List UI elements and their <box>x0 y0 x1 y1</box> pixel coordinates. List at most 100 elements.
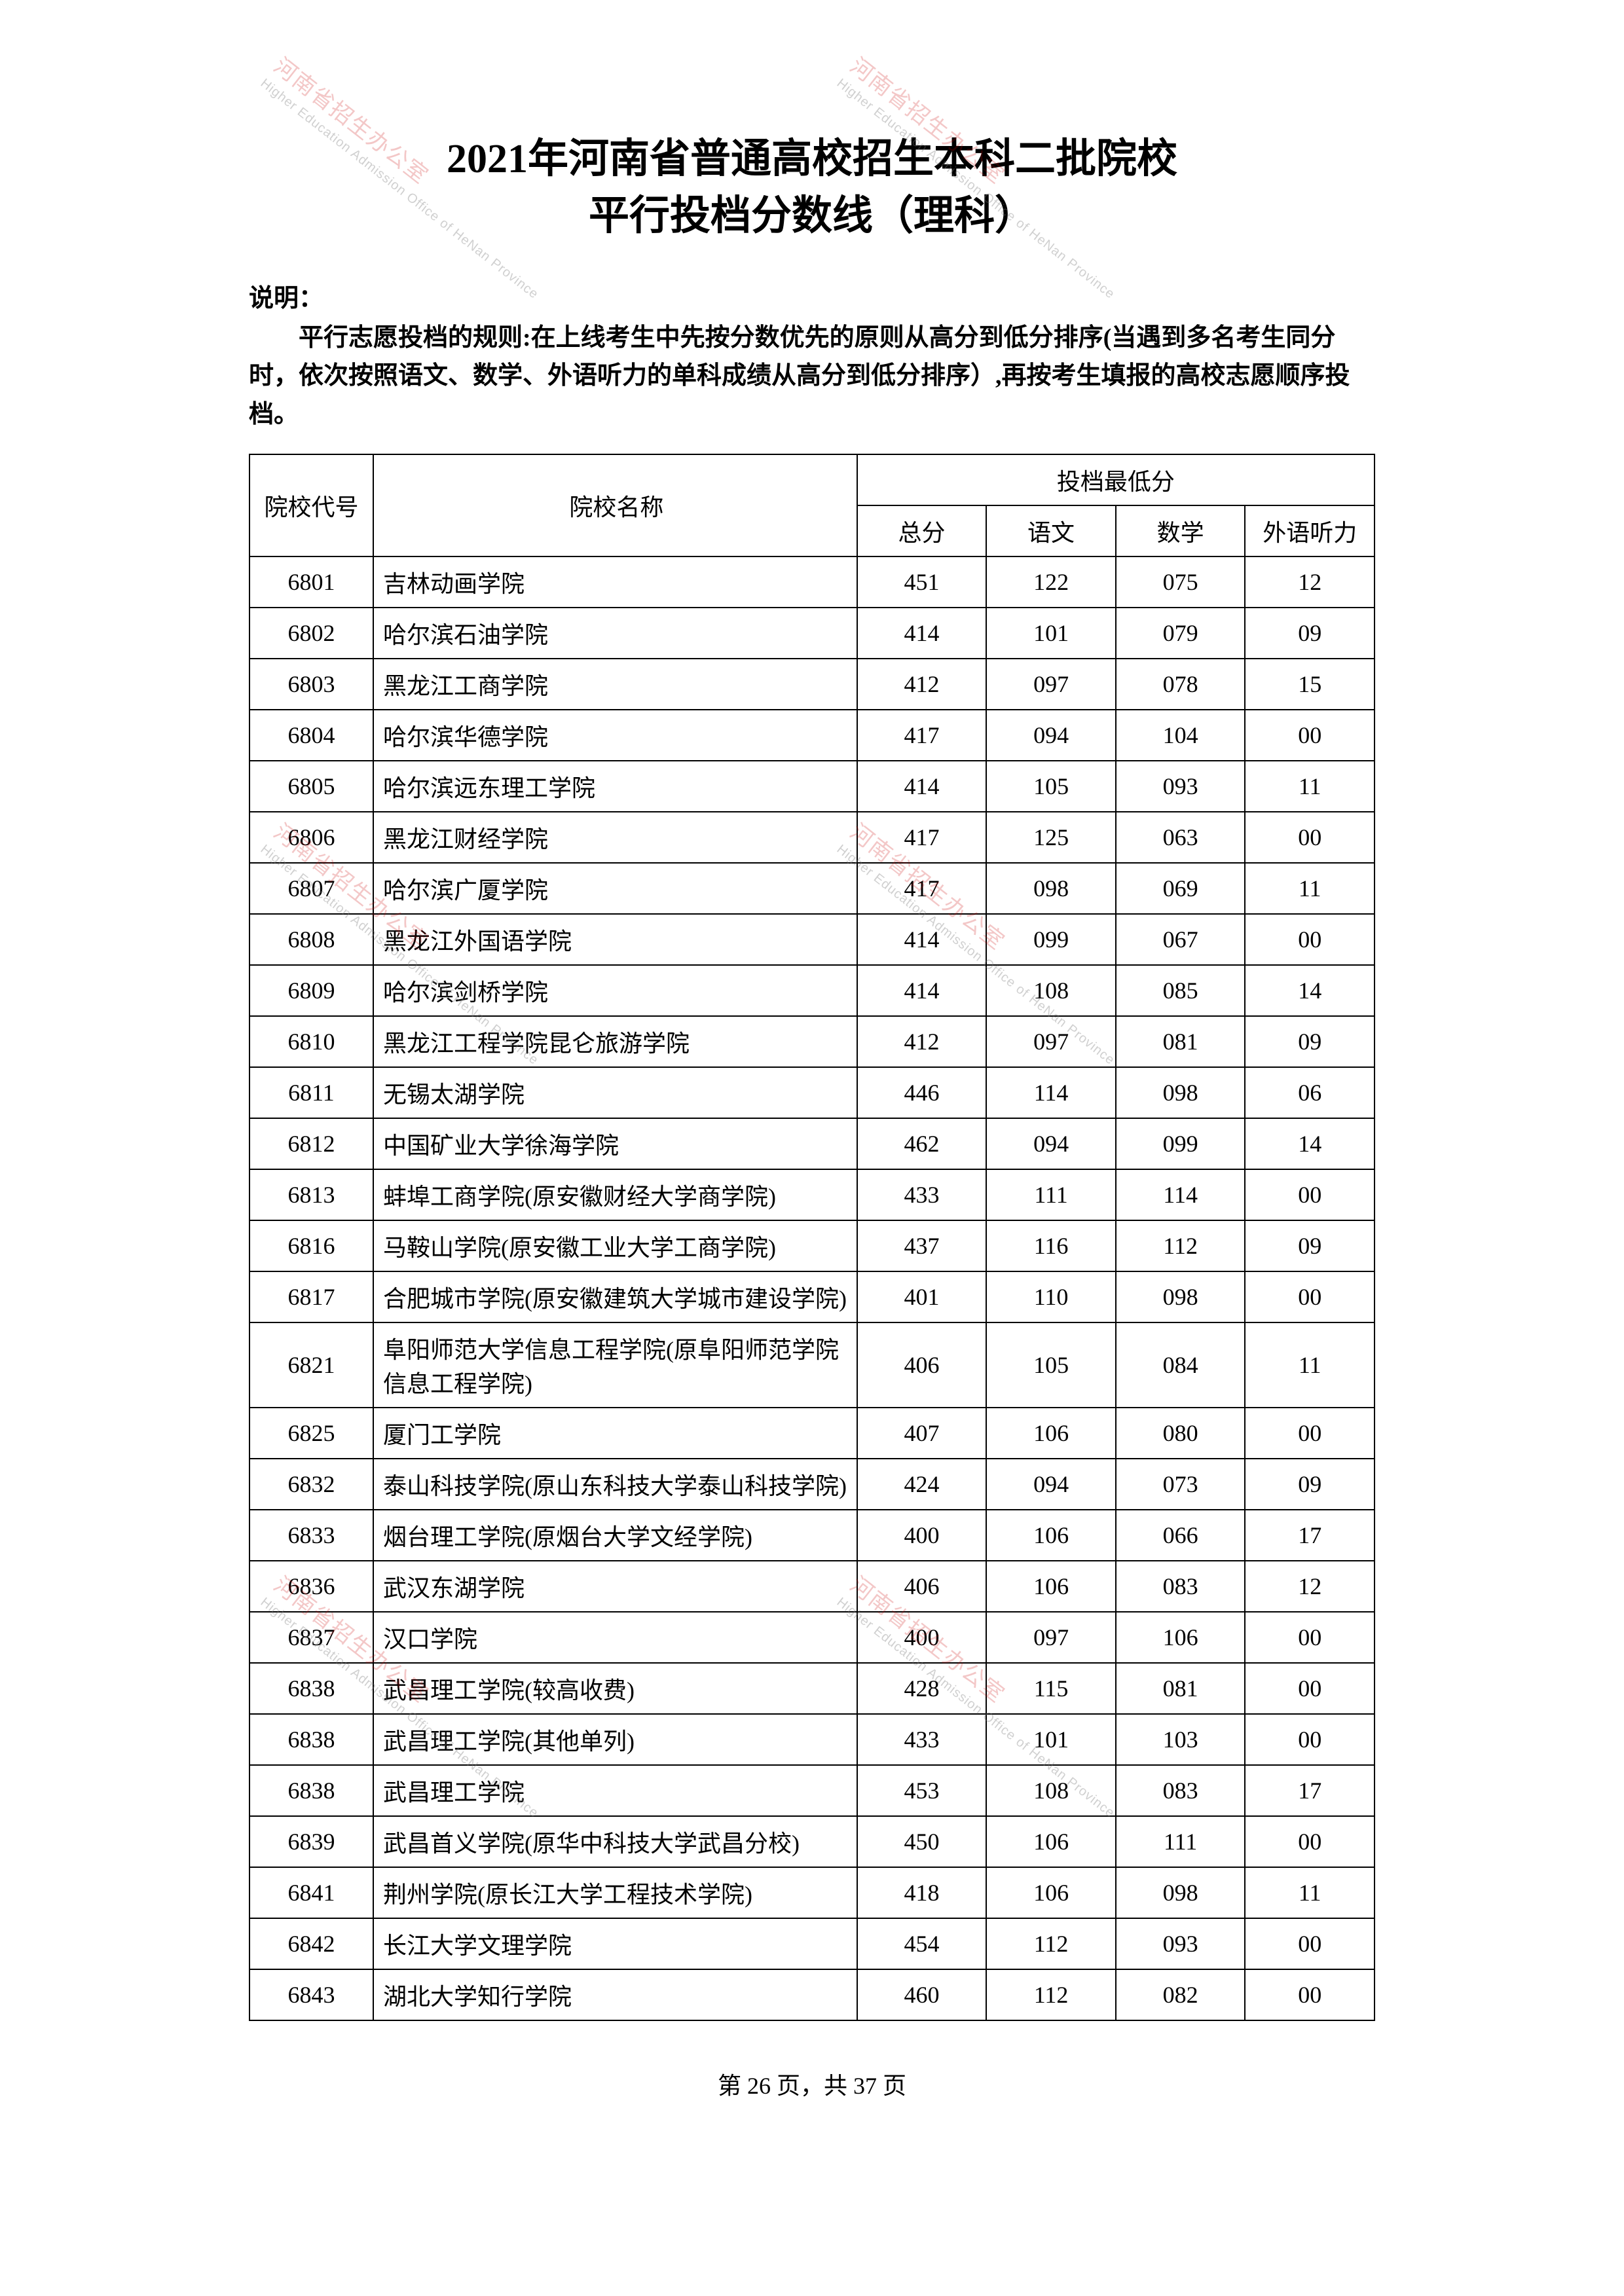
cell-code: 6812 <box>249 1118 373 1169</box>
cell-total: 417 <box>857 812 987 863</box>
cell-math: 073 <box>1116 1459 1246 1510</box>
cell-code: 6806 <box>249 812 373 863</box>
cell-total: 400 <box>857 1510 987 1561</box>
cell-listening: 14 <box>1245 1118 1375 1169</box>
cell-chinese: 105 <box>986 1322 1116 1408</box>
cell-name: 吉林动画学院 <box>373 556 857 608</box>
cell-listening: 11 <box>1245 1867 1375 1918</box>
cell-name: 哈尔滨广厦学院 <box>373 863 857 914</box>
cell-code: 6843 <box>249 1969 373 2020</box>
cell-total: 450 <box>857 1816 987 1867</box>
cell-code: 6808 <box>249 914 373 965</box>
cell-total: 400 <box>857 1612 987 1663</box>
table-body: 6801吉林动画学院451122075126802哈尔滨石油学院41410107… <box>249 556 1375 2020</box>
cell-listening: 00 <box>1245 812 1375 863</box>
table-row: 6836武汉东湖学院40610608312 <box>249 1561 1375 1612</box>
cell-listening: 00 <box>1245 1918 1375 1969</box>
cell-total: 433 <box>857 1169 987 1220</box>
cell-total: 462 <box>857 1118 987 1169</box>
table-row: 6838武昌理工学院(其他单列)43310110300 <box>249 1714 1375 1765</box>
cell-total: 417 <box>857 863 987 914</box>
cell-chinese: 106 <box>986 1867 1116 1918</box>
cell-name: 马鞍山学院(原安徽工业大学工商学院) <box>373 1220 857 1271</box>
pager-mid: 页，共 <box>771 2073 853 2099</box>
cell-math: 067 <box>1116 914 1246 965</box>
cell-name: 武汉东湖学院 <box>373 1561 857 1612</box>
table-row: 6842长江大学文理学院45411209300 <box>249 1918 1375 1969</box>
cell-code: 6810 <box>249 1016 373 1067</box>
cell-name: 黑龙江外国语学院 <box>373 914 857 965</box>
cell-listening: 17 <box>1245 1510 1375 1561</box>
cell-total: 437 <box>857 1220 987 1271</box>
cell-total: 418 <box>857 1867 987 1918</box>
cell-total: 414 <box>857 965 987 1016</box>
cell-name: 中国矿业大学徐海学院 <box>373 1118 857 1169</box>
cell-total: 412 <box>857 659 987 710</box>
cell-listening: 00 <box>1245 1271 1375 1322</box>
description-body: 平行志愿投档的规则:在上线考生中先按分数优先的原则从高分到低分排序(当遇到多名考… <box>249 319 1375 435</box>
cell-total: 414 <box>857 608 987 659</box>
cell-name: 合肥城市学院(原安徽建筑大学城市建设学院) <box>373 1271 857 1322</box>
cell-math: 078 <box>1116 659 1246 710</box>
cell-code: 6807 <box>249 863 373 914</box>
title-line-2: 平行投档分数线（理科） <box>249 188 1375 245</box>
cell-total: 451 <box>857 556 987 608</box>
cell-total: 414 <box>857 761 987 812</box>
cell-listening: 12 <box>1245 1561 1375 1612</box>
table-row: 6803黑龙江工商学院41209707815 <box>249 659 1375 710</box>
cell-listening: 17 <box>1245 1765 1375 1816</box>
cell-math: 114 <box>1116 1169 1246 1220</box>
cell-listening: 00 <box>1245 1169 1375 1220</box>
table-row: 6833烟台理工学院(原烟台大学文经学院)40010606617 <box>249 1510 1375 1561</box>
cell-name: 黑龙江工程学院昆仑旅游学院 <box>373 1016 857 1067</box>
cell-name: 哈尔滨石油学院 <box>373 608 857 659</box>
cell-chinese: 097 <box>986 1612 1116 1663</box>
table-row: 6809哈尔滨剑桥学院41410808514 <box>249 965 1375 1016</box>
cell-name: 蚌埠工商学院(原安徽财经大学商学院) <box>373 1169 857 1220</box>
document-title: 2021年河南省普通高校招生本科二批院校 平行投档分数线（理科） <box>249 131 1375 245</box>
cell-math: 079 <box>1116 608 1246 659</box>
cell-chinese: 115 <box>986 1663 1116 1714</box>
cell-code: 6803 <box>249 659 373 710</box>
cell-listening: 00 <box>1245 1714 1375 1765</box>
cell-total: 406 <box>857 1322 987 1408</box>
cell-total: 428 <box>857 1663 987 1714</box>
cell-listening: 09 <box>1245 1016 1375 1067</box>
cell-chinese: 114 <box>986 1067 1116 1118</box>
th-name: 院校名称 <box>373 454 857 556</box>
cell-chinese: 108 <box>986 1765 1116 1816</box>
cell-name: 阜阳师范大学信息工程学院(原阜阳师范学院信息工程学院) <box>373 1322 857 1408</box>
page-indicator: 第 26 页，共 37 页 <box>249 2067 1375 2101</box>
table-row: 6837汉口学院40009710600 <box>249 1612 1375 1663</box>
cell-math: 082 <box>1116 1969 1246 2020</box>
table-row: 6832泰山科技学院(原山东科技大学泰山科技学院)42409407309 <box>249 1459 1375 1510</box>
table-row: 6838武昌理工学院45310808317 <box>249 1765 1375 1816</box>
cell-name: 厦门工学院 <box>373 1408 857 1459</box>
pager-suffix: 页 <box>877 2073 906 2099</box>
th-listening: 外语听力 <box>1245 505 1375 556</box>
cell-code: 6816 <box>249 1220 373 1271</box>
cell-math: 093 <box>1116 1918 1246 1969</box>
cell-chinese: 094 <box>986 1459 1116 1510</box>
cell-name: 哈尔滨剑桥学院 <box>373 965 857 1016</box>
cell-listening: 11 <box>1245 863 1375 914</box>
cell-code: 6837 <box>249 1612 373 1663</box>
cell-listening: 00 <box>1245 914 1375 965</box>
cell-name: 烟台理工学院(原烟台大学文经学院) <box>373 1510 857 1561</box>
pager-page: 26 <box>747 2073 771 2099</box>
cell-total: 414 <box>857 914 987 965</box>
cell-listening: 11 <box>1245 1322 1375 1408</box>
cell-name: 黑龙江工商学院 <box>373 659 857 710</box>
cell-listening: 11 <box>1245 761 1375 812</box>
cell-code: 6825 <box>249 1408 373 1459</box>
table-row: 6816马鞍山学院(原安徽工业大学工商学院)43711611209 <box>249 1220 1375 1271</box>
cell-total: 407 <box>857 1408 987 1459</box>
cell-math: 093 <box>1116 761 1246 812</box>
cell-math: 104 <box>1116 710 1246 761</box>
description-label: 说明： <box>249 278 1375 314</box>
cell-code: 6809 <box>249 965 373 1016</box>
cell-total: 401 <box>857 1271 987 1322</box>
cell-listening: 12 <box>1245 556 1375 608</box>
cell-name: 荆州学院(原长江大学工程技术学院) <box>373 1867 857 1918</box>
cell-math: 081 <box>1116 1663 1246 1714</box>
